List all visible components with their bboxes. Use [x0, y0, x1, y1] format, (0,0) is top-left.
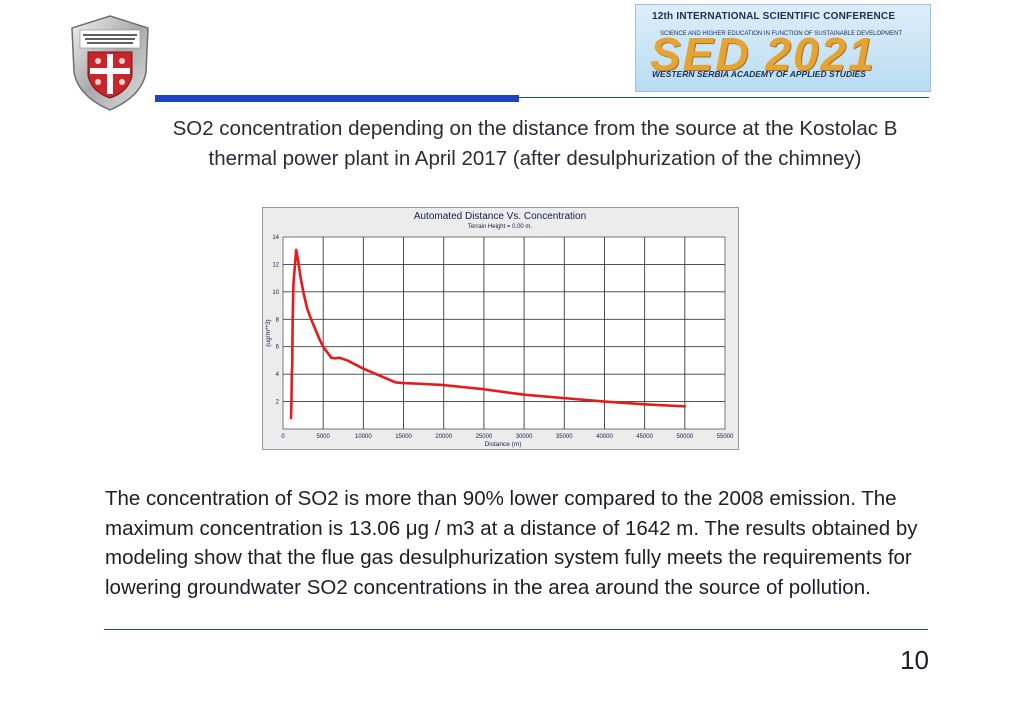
y-tick-label: 10 [272, 290, 279, 296]
concentration-series-line [289, 248, 687, 420]
x-tick-label: 10000 [355, 434, 372, 440]
banner-conference-line: 12th INTERNATIONAL SCIENTIFIC CONFERENCE [652, 11, 896, 22]
plot-area [282, 236, 726, 430]
university-crest-icon [71, 15, 149, 111]
tick-labels: 0 5000 10000 15000 20000 25000 30000 35000 40000… [272, 235, 734, 440]
x-tick-label: 55000 [717, 434, 734, 440]
banner-theme-line: SCIENCE AND HIGHER EDUCATION IN FUNCTION… [660, 31, 903, 37]
x-tick-label: 0 [281, 434, 285, 440]
x-tick-label: 40000 [596, 434, 613, 440]
grid [283, 237, 725, 429]
x-tick-label: 15000 [395, 434, 412, 440]
chart-title: Automated Distance Vs. Concentration [414, 211, 586, 222]
concentration-chart: Automated Distance Vs. Concentration Ter… [262, 207, 739, 450]
conference-banner: SED 2021 12th INTERNATIONAL SCIENTIFIC C… [635, 4, 931, 92]
header-rule [519, 97, 929, 98]
x-tick-label: 45000 [636, 434, 653, 440]
y-tick-label: 6 [276, 345, 280, 351]
page-number: 10 [900, 645, 929, 675]
y-axis-label: (ug/m**3) [265, 319, 272, 346]
x-tick-label: 5000 [317, 434, 331, 440]
x-tick-label: 50000 [676, 434, 693, 440]
y-tick-label: 8 [276, 317, 280, 323]
university-crest-logo [68, 14, 152, 112]
x-tick-label: 20000 [435, 434, 452, 440]
header-accent-bar [155, 95, 519, 102]
x-tick-label: 35000 [556, 434, 573, 440]
chart-subtitle: Terrain Height = 0.00 m. [468, 224, 533, 230]
footer-rule [104, 629, 928, 630]
x-axis-label: Distance (m) [485, 441, 522, 448]
body-paragraph: The concentration of SO2 is more than 90… [105, 487, 918, 599]
x-tick-label: 30000 [516, 434, 533, 440]
y-tick-label: 14 [272, 235, 279, 241]
y-tick-label: 4 [276, 372, 280, 378]
slide-caption: SO2 concentration depending on the dista… [172, 117, 898, 170]
x-tick-label: 25000 [476, 434, 493, 440]
chart-canvas: Automated Distance Vs. Concentration Ter… [265, 211, 734, 448]
y-tick-label: 12 [272, 262, 279, 268]
banner-title: SED 2021 [650, 28, 876, 80]
banner-organizer-line: WESTERN SERBIA ACADEMY OF APPLIED STUDIE… [652, 69, 866, 79]
y-tick-label: 2 [276, 400, 280, 406]
